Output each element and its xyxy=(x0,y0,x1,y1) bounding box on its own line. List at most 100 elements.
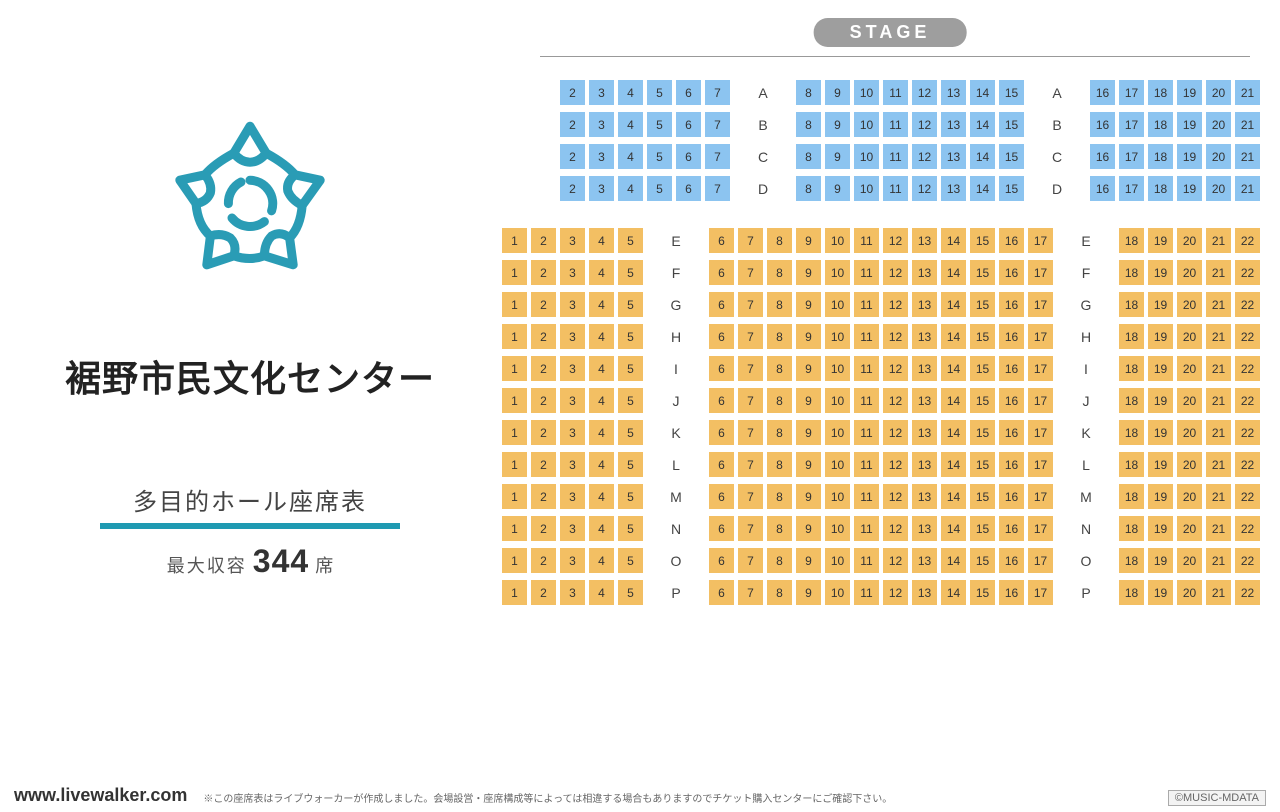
seat: 5 xyxy=(647,144,672,169)
seat: 9 xyxy=(825,112,850,137)
seat: 8 xyxy=(767,484,792,509)
seat: 22 xyxy=(1235,580,1260,605)
seat: 21 xyxy=(1206,484,1231,509)
seat: 19 xyxy=(1148,516,1173,541)
seat: 18 xyxy=(1119,420,1144,445)
seat: 15 xyxy=(970,548,995,573)
seat: 4 xyxy=(589,228,614,253)
seat: 17 xyxy=(1028,420,1053,445)
seat: 20 xyxy=(1177,356,1202,381)
seat: 1 xyxy=(502,388,527,413)
seat: 22 xyxy=(1235,452,1260,477)
seat: 12 xyxy=(883,292,908,317)
seat: 20 xyxy=(1177,292,1202,317)
seat: 17 xyxy=(1028,452,1053,477)
seat: 12 xyxy=(912,144,937,169)
seat: 13 xyxy=(912,548,937,573)
seat: 13 xyxy=(912,420,937,445)
row-label: P xyxy=(665,585,687,601)
seat: 17 xyxy=(1028,260,1053,285)
row-label: F xyxy=(1075,265,1097,281)
seat: 18 xyxy=(1119,580,1144,605)
seat: 22 xyxy=(1235,356,1260,381)
seat: 3 xyxy=(560,324,585,349)
seat: 1 xyxy=(502,260,527,285)
seat: 17 xyxy=(1028,228,1053,253)
seat: 6 xyxy=(709,452,734,477)
seat: 12 xyxy=(883,324,908,349)
chart-area: 234567A89101112131415A161718192021234567… xyxy=(500,80,1260,612)
seat: 12 xyxy=(883,580,908,605)
seat: 10 xyxy=(825,580,850,605)
seat: 19 xyxy=(1148,324,1173,349)
seat: 6 xyxy=(709,580,734,605)
seat: 2 xyxy=(531,260,556,285)
seat: 8 xyxy=(796,144,821,169)
seat: 20 xyxy=(1177,420,1202,445)
seat: 16 xyxy=(999,452,1024,477)
seat: 21 xyxy=(1206,260,1231,285)
seat: 12 xyxy=(912,176,937,201)
seat: 19 xyxy=(1148,260,1173,285)
seat: 21 xyxy=(1206,356,1231,381)
seat: 1 xyxy=(502,580,527,605)
seat: 5 xyxy=(647,112,672,137)
seat: 4 xyxy=(589,388,614,413)
seat: 15 xyxy=(970,356,995,381)
seat: 15 xyxy=(970,388,995,413)
hall-name: 多目的ホール座席表 xyxy=(133,482,367,517)
seat: 7 xyxy=(705,144,730,169)
seat: 12 xyxy=(883,388,908,413)
seat: 5 xyxy=(618,292,643,317)
seat: 9 xyxy=(796,548,821,573)
seat: 18 xyxy=(1148,112,1173,137)
seat: 4 xyxy=(589,516,614,541)
seat: 9 xyxy=(825,144,850,169)
seat: 20 xyxy=(1206,80,1231,105)
seat: 13 xyxy=(912,388,937,413)
seat: 20 xyxy=(1177,484,1202,509)
seat: 16 xyxy=(1090,80,1115,105)
seat: 17 xyxy=(1028,484,1053,509)
seat: 10 xyxy=(825,292,850,317)
seat: 10 xyxy=(854,80,879,105)
seat: 19 xyxy=(1177,176,1202,201)
seat: 3 xyxy=(589,144,614,169)
seat: 18 xyxy=(1119,452,1144,477)
seat: 1 xyxy=(502,324,527,349)
seat: 12 xyxy=(883,228,908,253)
seat: 3 xyxy=(560,260,585,285)
seat: 15 xyxy=(970,420,995,445)
seat: 6 xyxy=(709,356,734,381)
seat: 22 xyxy=(1235,324,1260,349)
seat: 21 xyxy=(1206,388,1231,413)
seat: 8 xyxy=(767,516,792,541)
seat: 4 xyxy=(589,580,614,605)
seat: 11 xyxy=(854,580,879,605)
seat-row: 12345L67891011121314151617L1819202122 xyxy=(500,452,1260,477)
seat: 16 xyxy=(999,548,1024,573)
row-label: K xyxy=(665,425,687,441)
row-label: I xyxy=(1075,361,1097,377)
seat: 12 xyxy=(883,356,908,381)
seat: 10 xyxy=(825,260,850,285)
seat: 15 xyxy=(970,452,995,477)
seat: 16 xyxy=(1090,112,1115,137)
seat: 4 xyxy=(589,420,614,445)
copyright: ©MUSIC-MDATA xyxy=(1168,790,1266,806)
seat: 14 xyxy=(941,228,966,253)
row-label: B xyxy=(1046,117,1068,133)
seat: 2 xyxy=(531,452,556,477)
seat: 3 xyxy=(589,80,614,105)
seat: 20 xyxy=(1177,228,1202,253)
seat: 17 xyxy=(1119,80,1144,105)
seat: 7 xyxy=(738,324,763,349)
seat: 4 xyxy=(589,292,614,317)
seat: 14 xyxy=(941,452,966,477)
seat: 8 xyxy=(796,112,821,137)
seat: 16 xyxy=(999,420,1024,445)
seat: 20 xyxy=(1206,112,1231,137)
row-label: N xyxy=(665,521,687,537)
seat: 18 xyxy=(1119,516,1144,541)
seat: 11 xyxy=(883,144,908,169)
